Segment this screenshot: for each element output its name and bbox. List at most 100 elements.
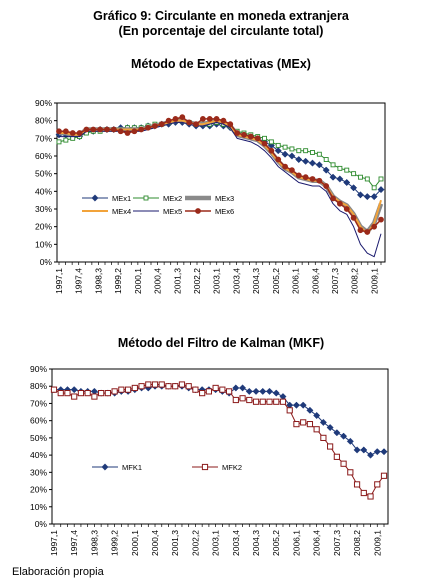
y-tick-label: 20% xyxy=(35,222,52,232)
data-point xyxy=(234,130,241,136)
x-tick-label: 2003,4 xyxy=(231,268,241,294)
data-point xyxy=(281,150,289,158)
data-point xyxy=(179,114,186,121)
data-point xyxy=(56,139,62,145)
data-point xyxy=(262,135,267,141)
data-point xyxy=(104,126,110,133)
data-point xyxy=(299,401,307,409)
data-point xyxy=(97,126,104,133)
y-tick-label: 20% xyxy=(30,485,47,495)
data-point xyxy=(219,386,226,393)
x-tick-label: 2000,4 xyxy=(153,268,163,294)
data-point xyxy=(351,171,357,177)
data-point xyxy=(138,126,145,133)
data-point xyxy=(118,386,125,393)
data-point xyxy=(57,390,64,397)
data-point xyxy=(158,121,165,128)
data-point xyxy=(329,173,337,181)
data-point xyxy=(380,448,388,456)
x-tick-label: 2006,4 xyxy=(310,268,320,294)
data-point xyxy=(333,453,340,460)
data-point xyxy=(347,469,354,476)
data-point xyxy=(319,418,327,426)
data-point xyxy=(193,121,199,128)
x-tick-label: 2007,3 xyxy=(332,530,342,556)
data-point xyxy=(259,387,267,395)
data-point xyxy=(64,390,71,397)
x-tick-label: 2008,2 xyxy=(350,268,360,294)
data-point xyxy=(98,390,105,397)
data-point xyxy=(50,386,58,393)
chart-mex: 0% 10% 20% 30% 40% 50% 60% 70% 80% 90% 1997,1 1997,… xyxy=(35,98,386,294)
x-tick-label: 2004,3 xyxy=(251,530,261,556)
data-point xyxy=(306,421,314,428)
y-tick-label: 60% xyxy=(30,416,47,426)
data-point xyxy=(282,144,288,150)
data-point xyxy=(90,126,97,133)
data-point xyxy=(172,383,179,390)
x-tick-label: 1999,2 xyxy=(110,530,120,556)
x-tick-label: 2005,2 xyxy=(271,268,281,294)
data-point xyxy=(274,147,282,155)
data-point xyxy=(286,407,293,414)
data-point xyxy=(320,434,327,441)
y-tick-label: 0% xyxy=(35,519,48,529)
plot-frame xyxy=(51,368,389,525)
x-tick-label: 2008,2 xyxy=(352,530,362,556)
data-point xyxy=(350,184,358,192)
source-note: Elaboración propia xyxy=(12,566,104,578)
data-point xyxy=(364,229,371,235)
x-tick-label: 2003,1 xyxy=(212,268,222,294)
y-tick-label: 70% xyxy=(30,398,47,408)
data-point xyxy=(124,130,131,136)
data-point xyxy=(378,176,384,182)
data-point xyxy=(252,398,260,405)
data-point xyxy=(367,493,374,500)
data-point xyxy=(145,381,152,388)
data-point xyxy=(151,381,159,388)
x-tick-label: 2005,2 xyxy=(271,530,281,556)
data-point xyxy=(340,432,348,440)
series-mex5 xyxy=(59,121,382,258)
data-point xyxy=(316,151,322,157)
data-point xyxy=(295,172,302,179)
data-point xyxy=(275,142,281,148)
data-point xyxy=(227,121,234,128)
data-point xyxy=(350,214,357,221)
series-line-mex5 xyxy=(59,121,382,258)
data-point xyxy=(246,396,253,404)
series-mex6 xyxy=(56,114,384,235)
data-point xyxy=(326,424,334,432)
figure-title: Gráfico 9: Circulante en moneda extranje… xyxy=(93,9,349,23)
data-point xyxy=(192,386,199,393)
x-tick-label: 2001,3 xyxy=(172,268,182,294)
data-point xyxy=(371,185,377,191)
data-point xyxy=(241,131,247,138)
data-point xyxy=(343,206,350,212)
data-point xyxy=(282,163,288,170)
y-tick-label: 40% xyxy=(35,186,52,196)
data-point xyxy=(62,128,69,135)
data-point xyxy=(245,387,253,395)
y-tick-label: 80% xyxy=(30,381,47,391)
data-point xyxy=(373,448,381,456)
data-point xyxy=(186,119,193,126)
data-point xyxy=(346,437,354,445)
data-point xyxy=(313,426,320,433)
data-point xyxy=(296,148,302,154)
data-point xyxy=(84,390,91,397)
data-point xyxy=(268,139,274,145)
data-point xyxy=(366,451,375,459)
x-tick-label: 2006,1 xyxy=(291,530,301,556)
x-tick-label: 2009,1 xyxy=(372,530,382,556)
y-tick-label: 0% xyxy=(40,257,53,267)
chart-mex-title: Método de Expectativas (MEx) xyxy=(131,57,311,71)
x-tick-label: 2000,1 xyxy=(133,268,143,294)
data-point xyxy=(293,421,300,428)
x-tick-label: 1998,3 xyxy=(93,268,103,294)
data-point xyxy=(165,117,172,124)
plot-frame xyxy=(56,102,386,263)
data-point xyxy=(145,124,151,131)
legend-label-mex4: MEx4 xyxy=(112,207,131,216)
legend-marker xyxy=(201,463,209,471)
